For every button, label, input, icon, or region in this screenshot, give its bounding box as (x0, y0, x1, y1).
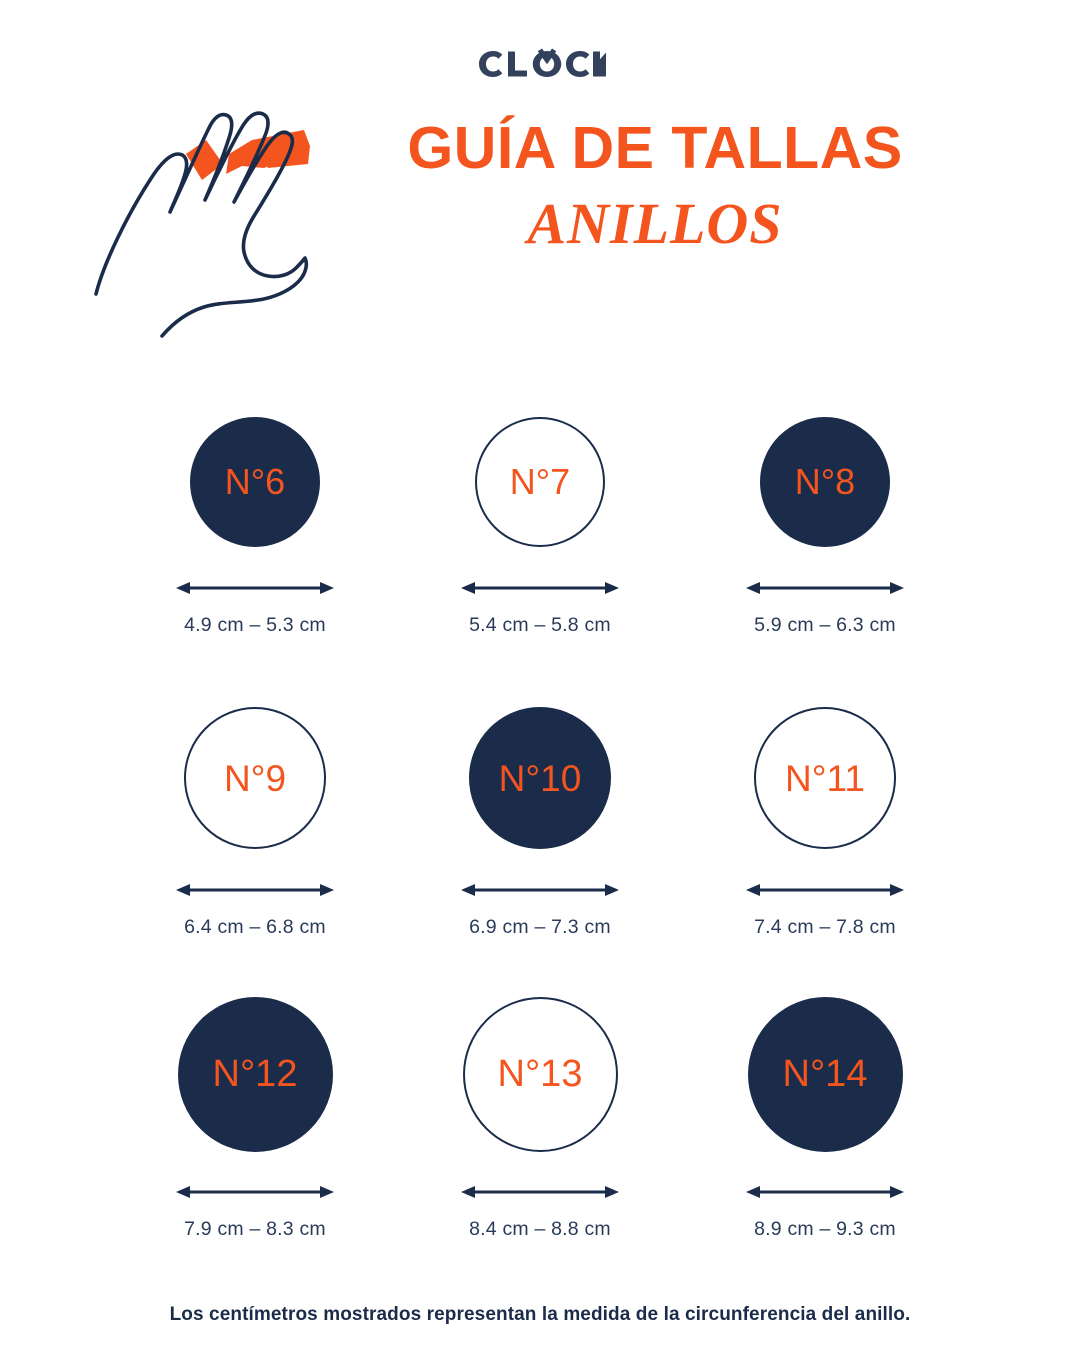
ring-size-label: N°6 (224, 461, 286, 502)
circle-area: N°12 (177, 988, 333, 1160)
size-cell-11[interactable]: N°11 7.4 cm – 7.8 cm (690, 698, 960, 939)
double-arrow-icon (461, 1186, 619, 1198)
hand-with-measuring-tape-icon (94, 111, 310, 338)
ring-size-label: N°11 (785, 757, 865, 799)
circle-area: N°14 (747, 988, 903, 1160)
footer-note: Los centímetros mostrados representan la… (169, 1304, 911, 1325)
double-arrow-icon (176, 1186, 334, 1198)
ring-circle-9[interactable]: N°9 (184, 707, 326, 849)
double-arrow-icon (461, 884, 619, 896)
size-row: N°9 6.4 cm – 6.8 cm N°10 (120, 698, 960, 988)
ring-size-label: N°10 (498, 757, 582, 799)
measure-arrow (746, 578, 904, 598)
measure-arrow (461, 1182, 619, 1202)
size-cell-14[interactable]: N°14 8.9 cm – 9.3 cm (690, 988, 960, 1241)
size-cell-13[interactable]: N°13 8.4 cm – 8.8 cm (405, 988, 675, 1241)
measure-arrow (461, 880, 619, 900)
circle-area: N°7 (475, 408, 605, 556)
size-cell-7[interactable]: N°7 5.4 cm – 5.8 cm (405, 408, 675, 637)
circle-area: N°10 (469, 698, 611, 858)
ring-size-label: N°7 (509, 461, 571, 502)
brand-logo (474, 42, 606, 86)
measure-arrow (746, 880, 904, 900)
size-row: N°6 4.9 cm – 5.3 cm N°7 (120, 408, 960, 698)
measure-arrow (461, 578, 619, 598)
double-arrow-icon (176, 582, 334, 594)
ring-circle-14[interactable]: N°14 (747, 996, 903, 1152)
measure-range: 5.4 cm – 5.8 cm (469, 614, 611, 636)
measure-range: 4.9 cm – 5.3 cm (184, 614, 326, 636)
page-subtitle: ANILLOS (527, 191, 783, 257)
size-cell-8[interactable]: N°8 5.9 cm – 6.3 cm (690, 408, 960, 637)
circle-area: N°9 (184, 698, 326, 858)
circle-area: N°13 (462, 988, 618, 1160)
header-section: GUÍA DE TALLAS ANILLOS (0, 100, 1080, 350)
hand-illustration (92, 102, 360, 342)
size-cell-6[interactable]: N°6 4.9 cm – 5.3 cm (120, 408, 390, 637)
measuring-tape-band (186, 130, 310, 180)
size-row: N°12 7.9 cm – 8.3 cm N°13 (120, 988, 960, 1268)
size-cell-10[interactable]: N°10 6.9 cm – 7.3 cm (405, 698, 675, 939)
double-arrow-icon (746, 884, 904, 896)
ring-circle-11[interactable]: N°11 (754, 707, 896, 849)
double-arrow-icon (461, 582, 619, 594)
measure-arrow (746, 1182, 904, 1202)
measure-arrow (176, 880, 334, 900)
ring-size-label: N°13 (497, 1053, 583, 1095)
size-cell-12[interactable]: N°12 7.9 cm – 8.3 cm (120, 988, 390, 1241)
ring-circle-13[interactable]: N°13 (462, 996, 618, 1152)
size-cell-9[interactable]: N°9 6.4 cm – 6.8 cm (120, 698, 390, 939)
circle-area: N°6 (190, 408, 320, 556)
ring-size-label: N°9 (223, 757, 287, 799)
double-arrow-icon (746, 1186, 904, 1198)
ring-circle-8[interactable]: N°8 (760, 417, 890, 547)
ring-circle-12[interactable]: N°12 (177, 996, 333, 1152)
measure-range: 6.9 cm – 7.3 cm (469, 916, 611, 938)
title-block: GUÍA DE TALLAS ANILLOS (350, 118, 960, 255)
measure-arrow (176, 578, 334, 598)
measure-range: 5.9 cm – 6.3 cm (754, 614, 896, 636)
ring-size-label: N°12 (212, 1053, 298, 1095)
measure-range: 8.9 cm – 9.3 cm (754, 1218, 896, 1240)
ring-size-label: N°14 (782, 1053, 868, 1095)
ring-size-label: N°8 (794, 461, 856, 502)
measure-range: 7.9 cm – 8.3 cm (184, 1218, 326, 1240)
circle-area: N°11 (754, 698, 896, 858)
ring-circle-10[interactable]: N°10 (469, 707, 611, 849)
measure-range: 8.4 cm – 8.8 cm (469, 1218, 611, 1240)
circle-area: N°8 (760, 408, 890, 556)
measure-arrow (176, 1182, 334, 1202)
ring-size-grid: N°6 4.9 cm – 5.3 cm N°7 (120, 408, 960, 1268)
double-arrow-icon (176, 884, 334, 896)
clock-logo-icon (479, 48, 606, 77)
page-title: GUÍA DE TALLAS (407, 115, 903, 181)
ring-circle-7[interactable]: N°7 (475, 417, 605, 547)
measure-range: 6.4 cm – 6.8 cm (184, 916, 326, 938)
measure-range: 7.4 cm – 7.8 cm (754, 916, 896, 938)
double-arrow-icon (746, 582, 904, 594)
ring-circle-6[interactable]: N°6 (190, 417, 320, 547)
